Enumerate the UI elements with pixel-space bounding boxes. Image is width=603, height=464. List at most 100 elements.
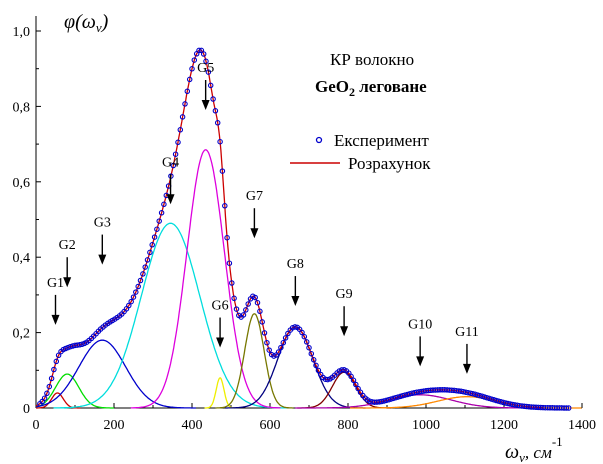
peak-label-g2: G2	[59, 238, 76, 253]
component-g6	[204, 376, 236, 409]
experiment-point	[493, 397, 499, 404]
experiment-point	[310, 357, 317, 363]
experiment-point	[470, 390, 476, 397]
peak-label-g11: G11	[455, 325, 479, 340]
peak-label-g4: G4	[162, 155, 179, 170]
experiment-point	[214, 120, 221, 126]
experiment-point	[191, 57, 198, 63]
experiment-point	[151, 234, 158, 240]
experiment-point	[348, 373, 354, 380]
peak-label-g3: G3	[94, 216, 111, 231]
chart-title-line1: КР волокно	[330, 50, 414, 69]
experiment-point	[41, 395, 48, 401]
experiment-points	[37, 47, 572, 411]
experiment-point	[196, 47, 202, 54]
experiment-point	[390, 395, 396, 402]
experiment-point	[477, 392, 483, 399]
experiment-point	[261, 330, 268, 336]
experiment-point	[55, 352, 62, 359]
y-axis-label-sub: v	[96, 20, 102, 35]
experiment-point	[308, 350, 315, 357]
y-ticks: 0 0,2 0,4 0,6 0,8 1,0	[13, 25, 41, 417]
experiment-point	[207, 82, 214, 89]
component-g7	[215, 313, 294, 409]
experiment-point	[203, 58, 209, 65]
x-tick-label: 1200	[490, 418, 518, 433]
experiment-point	[126, 302, 132, 309]
experiment-point	[175, 139, 181, 146]
experiment-point	[177, 127, 184, 133]
arrowhead-g8	[291, 296, 300, 307]
experiment-point	[205, 69, 212, 75]
experiment-point	[259, 319, 265, 325]
experiment-point	[130, 294, 137, 300]
experiment-point	[306, 344, 312, 351]
experiment-point	[48, 375, 55, 382]
experiment-point	[565, 405, 572, 411]
experiment-point	[76, 342, 83, 348]
experiment-point	[231, 295, 237, 302]
experiment-point	[172, 151, 179, 157]
experiment-point	[488, 396, 495, 402]
gaussian-components	[35, 149, 582, 409]
y-tick-label: 1,0	[13, 25, 31, 40]
legend-experiment-label: Експеримент	[334, 131, 429, 150]
x-tick-label: 400	[182, 418, 203, 433]
experiment-point	[210, 96, 216, 102]
experiment-point	[161, 201, 167, 208]
experiment-point	[484, 394, 490, 401]
x-axis-label: ωv, см-1	[505, 434, 563, 464]
experiment-point	[395, 394, 401, 400]
experiment-point	[156, 218, 162, 224]
y-tick-label: 0,6	[13, 176, 31, 191]
experiment-point	[212, 108, 219, 114]
chart-title-line2: GeO2 леговане	[315, 77, 427, 99]
legend-experiment-marker	[315, 136, 323, 144]
experiment-point	[355, 385, 361, 392]
experiment-point	[472, 391, 478, 398]
peak-label-g6: G6	[212, 299, 229, 314]
peak-label-g10: G10	[408, 317, 432, 332]
arrowhead-g2	[63, 277, 72, 288]
arrowhead-g4	[166, 194, 175, 205]
experiment-point	[495, 398, 502, 404]
peak-label-g5: G5	[197, 61, 214, 76]
arrowhead-g3	[98, 254, 107, 265]
experiment-point	[179, 114, 186, 120]
arrowhead-g5	[201, 100, 210, 111]
experiment-point	[315, 367, 322, 374]
experiment-point	[350, 377, 357, 384]
arrowhead-g9	[340, 326, 349, 337]
experiment-point	[275, 349, 282, 355]
peak-label-g7: G7	[246, 189, 263, 204]
experiment-point	[282, 335, 289, 341]
experiment-point	[381, 398, 387, 404]
x-axis-label-exp: -1	[552, 434, 563, 449]
arrowhead-g6	[216, 337, 225, 348]
experiment-point	[222, 203, 228, 209]
experiment-point	[280, 339, 287, 346]
experiment-point	[128, 298, 134, 305]
experiment-point	[303, 339, 310, 345]
experiment-point	[257, 308, 263, 315]
arrowhead-g1	[51, 314, 60, 325]
peak-arrows: G1 G2 G3 G4 G5 G6 G7 G8 G9 G10 G11	[47, 61, 479, 374]
experiment-point	[264, 339, 270, 346]
y-tick-label: 0	[23, 402, 30, 417]
x-tick-label: 800	[338, 418, 359, 433]
component-g3	[35, 339, 196, 409]
experiment-point	[46, 383, 53, 390]
experiment-point	[200, 51, 207, 57]
experiment-point	[229, 280, 235, 286]
experiment-point	[149, 242, 155, 248]
component-g10	[295, 394, 545, 409]
component-g4	[53, 222, 288, 409]
experiment-point	[182, 101, 188, 107]
y-tick-label: 0,8	[13, 100, 31, 115]
experiment-point	[399, 392, 406, 399]
experiment-point	[51, 366, 57, 373]
experiment-point	[135, 283, 141, 290]
experiment-point	[67, 343, 74, 350]
chart-title-sub: 2	[349, 85, 355, 99]
